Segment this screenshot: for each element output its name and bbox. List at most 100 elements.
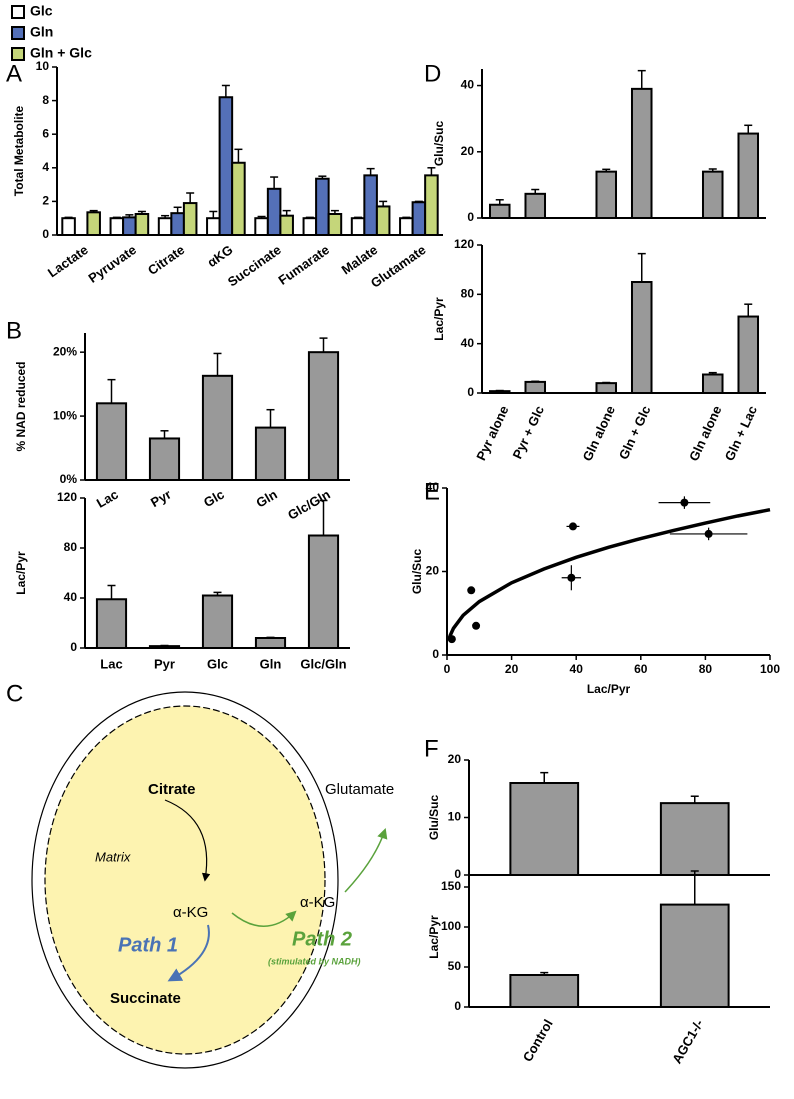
panel-label: D [424, 60, 441, 87]
arrow [231, 910, 297, 927]
bar [509, 974, 580, 1008]
bar [327, 213, 343, 236]
arrow [164, 799, 211, 882]
y-tick-label: 0% [60, 472, 78, 486]
bar [231, 161, 246, 236]
bar [595, 382, 618, 394]
fit-curve [446, 507, 771, 641]
x-tick-label: AGC1-/- [669, 1017, 706, 1066]
bar [302, 217, 318, 236]
y-tick-label: 0 [70, 640, 77, 654]
y-tick-label: 0 [467, 210, 474, 224]
x-tick-label: 20 [505, 662, 519, 676]
y-tick-label: 40 [461, 78, 475, 92]
y-axis-label: Glu/Suc [432, 121, 446, 167]
bar [134, 213, 150, 236]
x-tick-label: Pyr alone [473, 403, 511, 462]
panel-label: A [6, 60, 22, 87]
x-tick-label: αKG [204, 242, 235, 270]
bar [254, 217, 269, 236]
bar [350, 217, 366, 236]
x-tick-label: Pyr + Glc [510, 403, 548, 461]
y-tick-label: 0 [467, 385, 474, 399]
x-tick-label: Gln alone [686, 403, 725, 463]
x-tick-label: Gln + Lac [722, 403, 760, 463]
bar [509, 782, 580, 876]
panel-label: E [424, 478, 440, 505]
y-tick-label: 0 [432, 647, 439, 661]
bar [659, 802, 730, 876]
panel-label: C [6, 680, 23, 707]
diagram-c: C Citrate Matrix α-KG Path 1 Succinate α… [6, 680, 394, 1069]
x-tick-label: 60 [634, 662, 648, 676]
bar [488, 203, 511, 219]
y-tick-label: 20 [461, 144, 475, 158]
x-axis-label: Lac/Pyr [587, 682, 631, 696]
x-tick-label: Pyr [154, 656, 175, 671]
y-tick-label: 6 [42, 126, 49, 140]
y-tick-label: 120 [57, 490, 77, 504]
y-tick-label: 40 [426, 480, 440, 494]
y-tick-label: 0 [454, 867, 461, 881]
y-tick-label: 120 [454, 237, 474, 251]
point [472, 621, 481, 630]
bar [363, 174, 378, 236]
point [568, 522, 577, 531]
bar [148, 437, 181, 481]
x-tick-label: Glc [201, 487, 227, 510]
legend-label: Gln + Glc [30, 45, 92, 61]
point [680, 498, 689, 507]
arrow [344, 828, 388, 893]
bar [630, 281, 653, 394]
x-tick-label: Glc/Gln [300, 656, 346, 671]
bar [307, 351, 340, 482]
bar [701, 373, 724, 394]
bar [307, 534, 340, 649]
panel-label: B [6, 317, 22, 344]
y-axis-label: Lac/Pyr [432, 297, 446, 341]
y-axis-label: Glu/Suc [410, 549, 424, 595]
bar [182, 202, 198, 237]
legend-swatch [11, 26, 25, 40]
bar [524, 192, 547, 219]
path-note: (stimulated by NADH) [268, 956, 361, 966]
bar [86, 211, 101, 237]
x-tick-label: Succinate [225, 242, 284, 290]
x-tick-label: Lactate [45, 242, 91, 280]
x-tick-label: Glc [207, 656, 228, 671]
panel-label: F [424, 735, 439, 762]
node-label: α-KG [300, 894, 335, 911]
y-tick-label: 10 [36, 59, 50, 73]
x-tick-label: 100 [760, 662, 780, 676]
y-tick-label: 2 [42, 194, 49, 208]
bar [157, 217, 173, 236]
bar [170, 212, 185, 237]
y-tick-label: 4 [42, 160, 49, 174]
point [704, 529, 713, 538]
x-tick-label: Citrate [145, 242, 187, 278]
y-tick-label: 40 [64, 590, 78, 604]
x-tick-label: Gln alone [579, 403, 618, 463]
x-tick-label: Pyruvate [85, 242, 139, 286]
legend-swatch [11, 47, 25, 61]
x-tick-label: Control [520, 1017, 556, 1065]
x-tick-label: 40 [570, 662, 584, 676]
bar [254, 426, 287, 482]
x-tick-label: Pyr [148, 487, 174, 510]
legend-label: Glc [30, 3, 53, 19]
bar [206, 217, 221, 236]
bar [266, 187, 282, 237]
y-tick-label: 150 [441, 879, 461, 893]
node-label: Succinate [110, 990, 181, 1007]
bar [218, 96, 234, 236]
x-tick-label: Gln [260, 656, 282, 671]
bar [95, 598, 128, 649]
y-tick-label: 20 [448, 752, 462, 766]
y-axis-label: Lac/Pyr [427, 915, 441, 959]
bar [737, 315, 760, 394]
inner-membrane [44, 705, 326, 1055]
y-tick-label: 10% [53, 408, 77, 422]
path-label: Path 2 [292, 928, 352, 950]
bar [399, 217, 414, 236]
